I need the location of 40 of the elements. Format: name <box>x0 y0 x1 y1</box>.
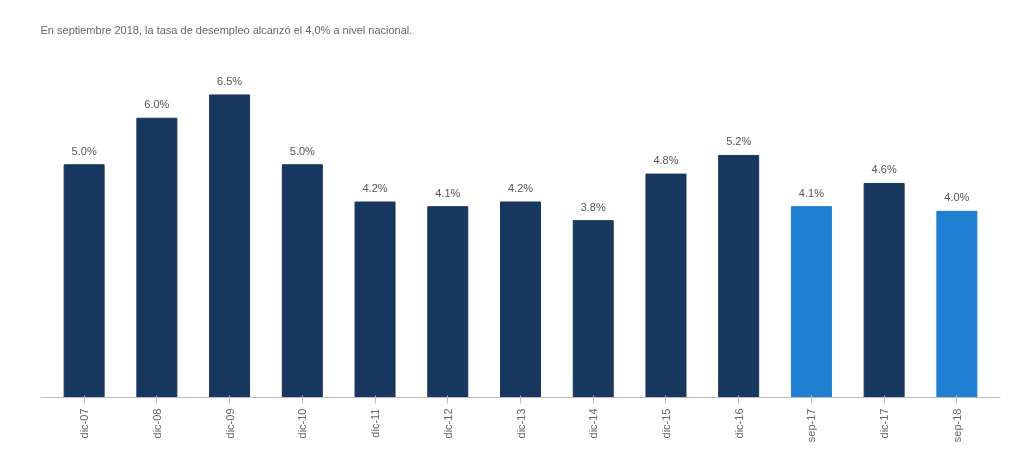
x-tick-label: dic-07 <box>78 408 91 439</box>
x-tick-label: dic-08 <box>150 408 163 439</box>
data-label: 5.0% <box>71 144 97 157</box>
data-label: 6.5% <box>217 74 243 87</box>
x-tick-label: dic-13 <box>514 408 527 439</box>
bar <box>63 164 105 398</box>
bar <box>500 201 541 398</box>
bar <box>572 220 614 398</box>
x-tick-label: dic-10 <box>296 408 309 439</box>
x-tick-label: dic-12 <box>441 408 454 439</box>
x-tick-label: dic-17 <box>878 408 891 439</box>
x-tick-label: dic-11 <box>369 408 382 438</box>
bar <box>863 182 905 398</box>
data-label: 4.2% <box>507 182 534 195</box>
x-tick-label: dic-15 <box>659 408 672 439</box>
data-label: 6.0% <box>144 98 170 111</box>
x-tick-label: dic-14 <box>587 408 600 439</box>
data-label: 4.1% <box>435 186 461 199</box>
bar <box>936 210 978 398</box>
bar <box>427 206 469 398</box>
bar <box>645 173 687 398</box>
bar <box>136 117 178 398</box>
data-label: 4.1% <box>798 186 825 199</box>
chart-title: En septiembre 2018, la tasa de desempleo alcanzó el 4,0% a nivel nacional. <box>40 23 413 36</box>
x-tick-label: dic-16 <box>732 408 745 439</box>
bar <box>354 201 396 398</box>
bar <box>718 154 760 398</box>
data-label: 5.0% <box>289 144 316 157</box>
bar <box>209 94 251 398</box>
data-label: 4.6% <box>871 163 897 176</box>
data-label: 4.8% <box>653 154 679 167</box>
x-tick-label: sep-18 <box>950 408 963 443</box>
bar <box>790 206 832 398</box>
x-tick-label: sep-17 <box>805 408 818 443</box>
x-tick-label: dic-09 <box>223 408 236 439</box>
data-label: 3.8% <box>580 200 606 213</box>
data-label: 4.2% <box>362 182 388 195</box>
bar <box>281 164 323 398</box>
data-label: 5.2% <box>726 135 752 148</box>
data-label: 4.0% <box>944 191 970 204</box>
